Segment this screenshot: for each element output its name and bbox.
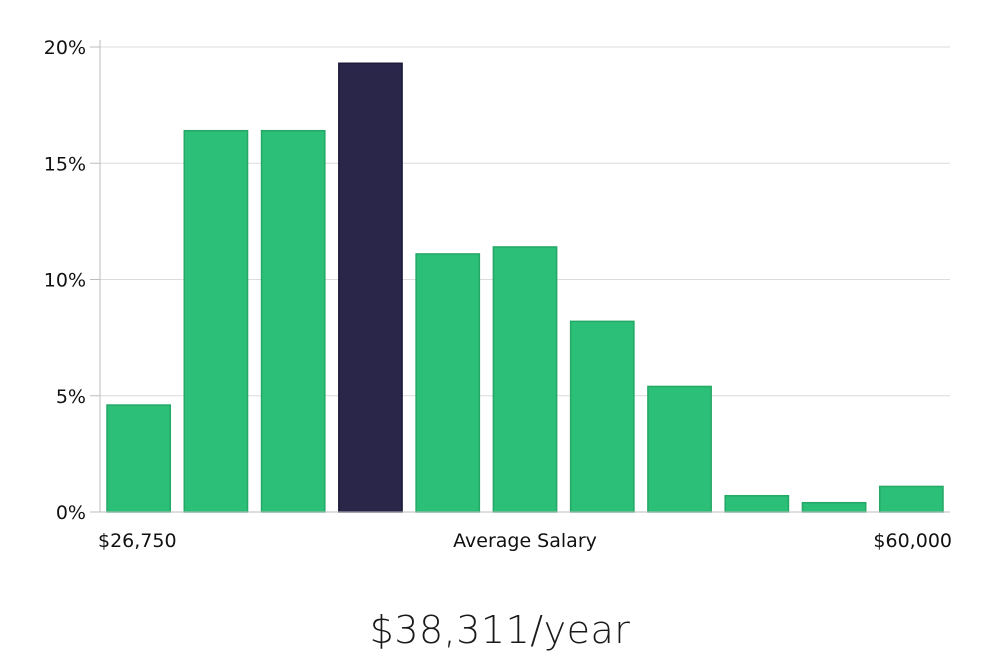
bar: [415, 253, 481, 513]
x-axis-labels: $26,750 Average Salary $60,000: [98, 530, 952, 552]
bar: [801, 501, 867, 513]
bars: [106, 62, 944, 513]
chart-canvas: 0% 5% 10% 15% 20% $26,750 Average Salary $60…: [44, 37, 952, 552]
y-tick-label: 5%: [56, 386, 86, 408]
x-min-label: $26,750: [98, 530, 177, 552]
average-salary-headline: $38,311/year: [369, 608, 631, 652]
bar: [878, 485, 944, 513]
axes: [99, 40, 950, 513]
y-tick-label: 0%: [56, 502, 86, 524]
y-tick-label: 10%: [44, 270, 86, 292]
bar-highlighted: [338, 62, 403, 513]
bar: [724, 494, 790, 513]
bar: [183, 129, 249, 513]
bar: [647, 385, 712, 513]
bar: [106, 404, 172, 513]
bar: [492, 246, 558, 513]
y-tick-label: 15%: [44, 153, 86, 175]
x-max-label: $60,000: [873, 530, 952, 552]
bar: [260, 129, 326, 513]
bar: [569, 320, 635, 513]
y-axis-ticks: 0% 5% 10% 15% 20%: [44, 37, 100, 524]
y-tick-label: 20%: [44, 37, 86, 59]
x-axis-title: Average Salary: [453, 530, 597, 552]
